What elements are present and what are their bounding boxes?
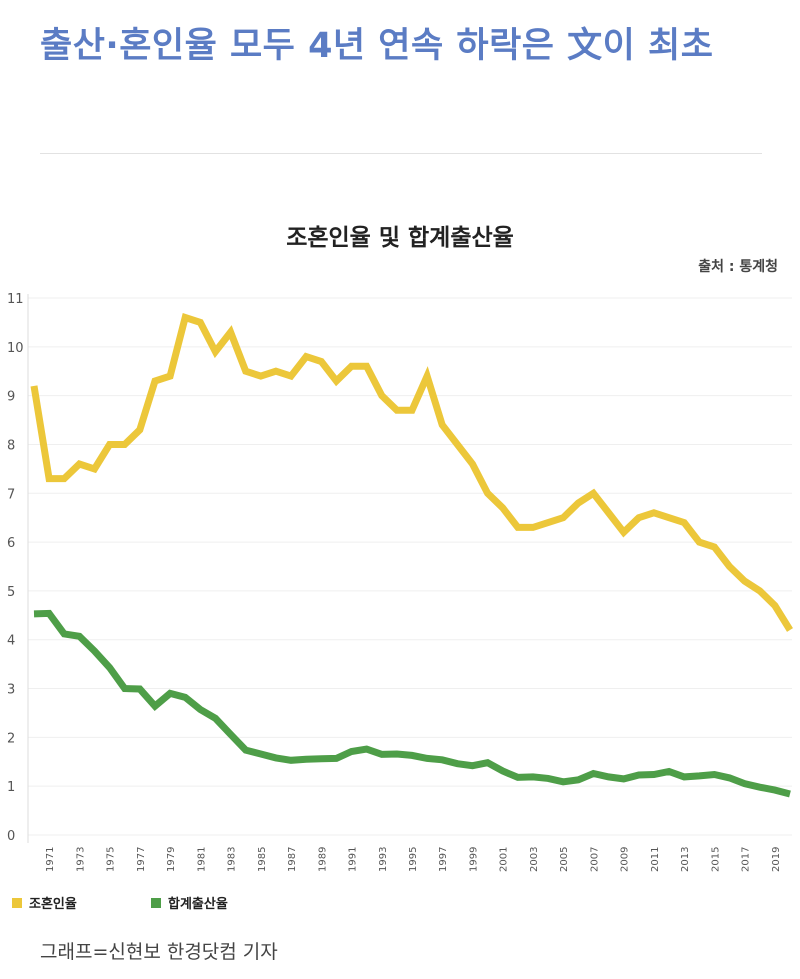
x-tick-label: 1975 — [106, 847, 117, 872]
legend-label-fertility: 합계출산율 — [168, 897, 228, 912]
x-tick-label: 1997 — [438, 847, 449, 872]
x-tick-label: 1979 — [166, 847, 177, 872]
x-tick-label: 1973 — [75, 847, 86, 872]
series-line-fertility-rate — [33, 609, 791, 798]
y-tick-labels: 0 1 2 3 4 5 6 7 8 9 10 11 — [7, 292, 24, 844]
x-tick-label: 2003 — [529, 847, 540, 872]
x-tick-label: 1987 — [287, 847, 298, 872]
x-tick-label: 2017 — [741, 847, 752, 872]
x-tick-label: 2009 — [620, 847, 631, 872]
y-tick-label: 3 — [7, 683, 15, 698]
y-tick-label: 2 — [7, 731, 15, 746]
gridlines — [27, 294, 792, 843]
legend-item-marriage: 조혼인율 — [12, 893, 77, 912]
y-tick-label: 7 — [7, 487, 15, 502]
y-tick-label: 10 — [7, 341, 24, 356]
x-tick-label: 1971 — [45, 847, 56, 872]
y-tick-label: 9 — [7, 390, 15, 405]
legend-label-marriage: 조혼인율 — [29, 897, 77, 912]
x-tick-label: 1999 — [468, 847, 479, 872]
x-tick-label: 1991 — [348, 847, 359, 872]
x-tick-label: 1981 — [196, 847, 207, 872]
y-tick-label: 1 — [7, 780, 15, 795]
x-tick-label: 1995 — [408, 847, 419, 872]
x-tick-label: 2019 — [771, 847, 782, 872]
series-lines — [30, 313, 793, 798]
x-tick-label: 1985 — [257, 847, 268, 872]
y-tick-label: 6 — [7, 536, 15, 551]
legend-swatch-fertility — [151, 897, 161, 908]
x-tick-label: 1983 — [227, 847, 238, 872]
x-tick-label: 2007 — [589, 847, 600, 872]
x-tick-label: 2011 — [650, 847, 661, 872]
y-tick-label: 0 — [7, 829, 15, 844]
y-tick-label: 11 — [7, 292, 24, 307]
x-tick-label: 1977 — [136, 847, 147, 872]
x-tick-label: 2015 — [710, 847, 721, 872]
y-tick-label: 4 — [7, 634, 15, 649]
x-tick-label: 1993 — [378, 847, 389, 872]
x-tick-label: 1989 — [317, 847, 328, 872]
chart-title: 조혼인율 및 합계출산율 — [286, 225, 514, 251]
divider — [40, 153, 762, 154]
chart-source: 출처 : 통계청 — [698, 259, 778, 275]
y-tick-label: 8 — [7, 438, 15, 453]
x-tick-label: 2013 — [680, 847, 691, 872]
x-tick-label: 2005 — [559, 847, 570, 872]
photo-caption: 그래프=신현보 한경닷컴 기자 — [40, 941, 278, 963]
headline: 출산·혼인율 모두 4년 연속 하락은 文이 최초 — [40, 26, 714, 66]
legend-swatch-marriage — [12, 897, 22, 908]
y-tick-label: 5 — [7, 585, 15, 600]
x-tick-label: 2001 — [499, 847, 510, 872]
series-line-marriage-rate — [30, 313, 793, 632]
x-tick-labels: 1971 1973 1975 1977 1979 1981 1983 1985 1987 1989… — [45, 847, 782, 872]
legend-item-fertility: 합계출산율 — [151, 893, 228, 912]
